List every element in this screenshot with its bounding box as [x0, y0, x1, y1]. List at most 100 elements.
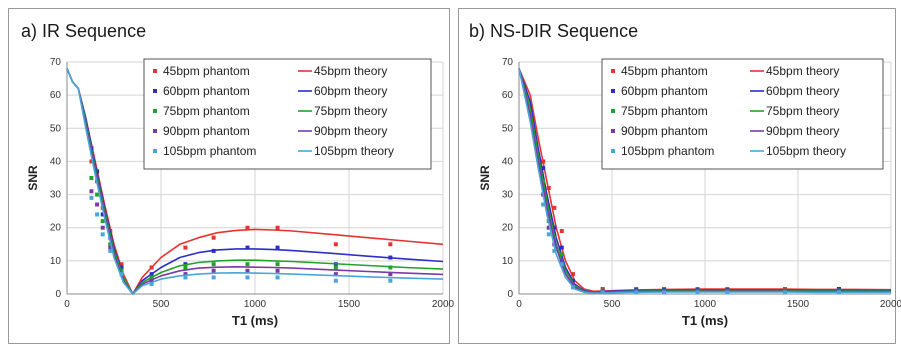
data-point-90bpm-phantom [108, 245, 113, 250]
legend-entry: 60bpm theory [766, 84, 839, 98]
legend-marker [153, 149, 157, 153]
x-tick-label: 500 [604, 299, 621, 310]
data-point-45bpm-phantom [275, 225, 280, 230]
data-point-60bpm-phantom [275, 245, 280, 250]
data-point-90bpm-phantom [95, 202, 100, 207]
y-tick-label: 70 [502, 57, 514, 68]
data-point-105bpm-phantom [100, 232, 105, 237]
legend-marker [611, 69, 615, 73]
data-point-45bpm-phantom [211, 235, 216, 240]
legend-marker [611, 89, 615, 93]
data-point-45bpm-phantom [388, 242, 393, 247]
legend-entry: 45bpm theory [766, 64, 839, 78]
y-axis-label: SNR [478, 165, 492, 191]
data-point-105bpm-phantom [546, 232, 551, 237]
data-point-75bpm-phantom [183, 265, 188, 270]
y-tick-label: 40 [502, 156, 514, 167]
data-point-45bpm-phantom [183, 245, 188, 250]
data-point-75bpm-phantom [95, 192, 100, 197]
data-point-75bpm-phantom [333, 265, 338, 270]
data-point-75bpm-phantom [100, 219, 105, 224]
y-tick-label: 10 [502, 256, 514, 267]
chart-panel-nsdir: b) NS-DIR Sequence 0 10 20 30 40 50 60 70 0 500 10… [458, 8, 901, 344]
x-tick-label: 500 [153, 299, 170, 310]
data-point-90bpm-phantom [559, 258, 564, 263]
y-tick-label: 40 [50, 156, 62, 167]
legend-marker [611, 129, 615, 133]
legend-entry: 60bpm phantom [621, 84, 708, 98]
legend: 45bpm phantom 60bpm phantom 75bpm phantom 9… [601, 58, 884, 170]
y-tick-label: 20 [502, 223, 514, 234]
legend-entry: 75bpm phantom [621, 104, 708, 118]
x-axis-label: T1 (ms) [232, 313, 278, 328]
data-point-75bpm-phantom [211, 262, 216, 267]
data-point-45bpm-phantom [119, 262, 124, 267]
data-point-75bpm-phantom [275, 262, 280, 267]
data-point-90bpm-phantom [89, 189, 94, 194]
data-point-90bpm-phantom [546, 225, 551, 230]
x-tick-label: 2000 [432, 299, 455, 310]
legend-entry: 45bpm theory [314, 64, 387, 78]
data-point-45bpm-phantom [559, 229, 564, 234]
series-line-105bpm-theory [66, 68, 444, 295]
y-tick-label: 0 [507, 289, 513, 300]
data-point-105bpm-phantom [552, 248, 557, 253]
data-point-105bpm-phantom [183, 275, 188, 280]
legend-entry: 60bpm phantom [163, 84, 250, 98]
y-tick-label: 10 [50, 256, 62, 267]
y-tick-label: 30 [50, 190, 62, 201]
legend-entry: 90bpm phantom [163, 124, 250, 138]
x-tick-label: 1000 [694, 299, 717, 310]
chart-svg-nsdir: 0 10 20 30 40 50 60 70 0 500 1000 1500 2000 SNR T1 (ms… [478, 57, 901, 328]
chart-panel-ir: a) IR Sequence 0 10 20 30 40 50 60 70 0 500 1000 15… [8, 8, 455, 344]
x-tick-label: 2000 [880, 299, 901, 310]
legend-marker [153, 69, 157, 73]
legend-entry: 60bpm theory [314, 84, 387, 98]
y-tick-label: 0 [55, 289, 61, 300]
legend-entry: 75bpm theory [766, 104, 839, 118]
chart-title: b) NS-DIR Sequence [469, 21, 639, 41]
data-point-90bpm-phantom [211, 268, 216, 273]
data-point-75bpm-phantom [245, 262, 250, 267]
legend-entry: 105bpm theory [766, 144, 846, 158]
data-point-90bpm-phantom [183, 272, 188, 277]
legend-entry: 90bpm phantom [621, 124, 708, 138]
data-point-60bpm-phantom [119, 265, 124, 270]
legend-entry: 75bpm phantom [163, 104, 250, 118]
legend-entry: 90bpm theory [314, 124, 387, 138]
legend-box [601, 58, 884, 170]
data-point-60bpm-phantom [100, 212, 105, 217]
data-point-75bpm-phantom [89, 176, 94, 180]
legend-marker [153, 109, 157, 113]
data-point-45bpm-phantom [89, 159, 94, 164]
data-point-105bpm-phantom [89, 195, 94, 200]
legend: 45bpm phantom 60bpm phantom 75bpm phantom 9… [143, 58, 432, 170]
x-tick-label: 0 [64, 299, 70, 310]
legend-marker [153, 129, 157, 133]
data-point-105bpm-phantom [541, 202, 546, 207]
legend-marker [153, 89, 157, 93]
data-point-105bpm-phantom [388, 278, 393, 283]
legend-entry: 105bpm phantom [621, 144, 714, 158]
x-axis-label: T1 (ms) [682, 313, 728, 328]
data-point-105bpm-phantom [149, 282, 154, 287]
x-tick-label: 0 [516, 299, 522, 310]
legend-marker [611, 149, 615, 153]
x-tick-label: 1000 [244, 299, 267, 310]
y-tick-label: 50 [50, 123, 62, 134]
data-point-90bpm-phantom [388, 272, 393, 277]
y-tick-label: 30 [502, 190, 514, 201]
legend-entry: 45bpm phantom [621, 64, 708, 78]
legend-marker [611, 109, 615, 113]
data-point-90bpm-phantom [245, 268, 250, 273]
data-point-45bpm-phantom [570, 272, 575, 277]
data-point-105bpm-phantom [275, 275, 280, 280]
data-point-105bpm-phantom [95, 212, 100, 217]
y-axis-label: SNR [26, 165, 40, 191]
data-point-60bpm-phantom [559, 245, 564, 250]
legend-box [143, 58, 432, 170]
data-point-90bpm-phantom [100, 225, 105, 230]
y-tick-label: 50 [502, 123, 514, 134]
data-point-90bpm-phantom [333, 272, 338, 277]
